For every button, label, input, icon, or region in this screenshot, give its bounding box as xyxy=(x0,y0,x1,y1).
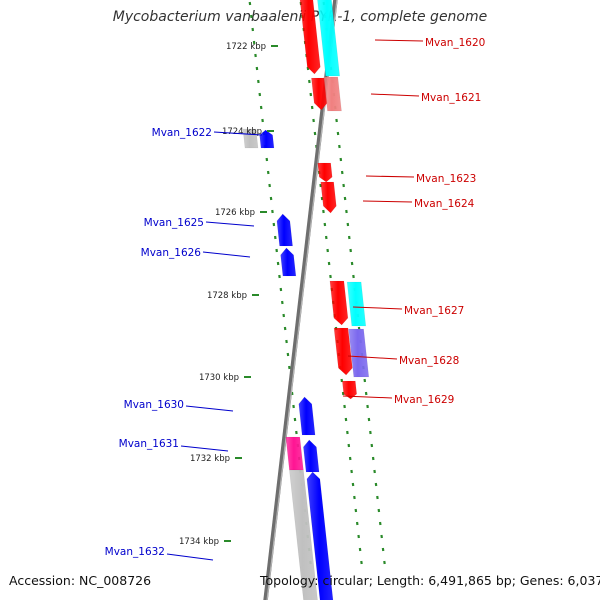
leader-line-mvan-1625 xyxy=(205,221,255,227)
leader-line-mvan-1621 xyxy=(370,93,420,97)
leader-line-mvan-1629 xyxy=(342,395,393,399)
gene-label-mvan-1622: Mvan_1622 xyxy=(152,127,212,139)
genome-summary: Topology: circular; Length: 6,491,865 bp… xyxy=(260,573,600,588)
gene-arrow-mvan-1628 xyxy=(333,327,353,376)
gene-arrow-mvan-1631-shade xyxy=(285,436,304,471)
gene-arrow-mvan-1621-shade xyxy=(323,76,342,112)
ruler-label: 1732 kbp xyxy=(190,454,230,464)
leader-line-mvan-1620 xyxy=(374,39,424,42)
gene-label-mvan-1630: Mvan_1630 xyxy=(124,399,184,411)
leader-line-mvan-1626 xyxy=(202,251,251,258)
gene-arrow-mvan-1621 xyxy=(311,77,328,111)
gene-arrow-mvan-1620 xyxy=(299,0,321,75)
gene-arrow-mvan-1630 xyxy=(298,396,316,436)
gene-label-mvan-1623: Mvan_1623 xyxy=(416,173,476,185)
gene-label-mvan-1625: Mvan_1625 xyxy=(144,217,204,229)
map-title: Mycobacterium vanbaalenii PYR-1, complet… xyxy=(112,9,488,25)
gene-arrow-mvan-1620-cyan xyxy=(317,0,341,77)
gene-arrow-mvan-1628-shade xyxy=(348,328,370,378)
ruler-label: 1726 kbp xyxy=(215,208,255,218)
leader-line-mvan-1631 xyxy=(180,445,229,452)
gene-label-mvan-1632: Mvan_1632 xyxy=(105,546,165,558)
gene-arrow-mvan-1632-gray xyxy=(289,469,318,600)
gene-arrow-mvan-1626 xyxy=(280,247,297,277)
gene-label-mvan-1631: Mvan_1631 xyxy=(119,438,179,450)
gene-label-mvan-1628: Mvan_1628 xyxy=(399,355,459,367)
gene-label-mvan-1620: Mvan_1620 xyxy=(425,37,485,49)
gene-arrow-mvan-1632 xyxy=(306,471,334,600)
leader-line-mvan-1632 xyxy=(166,553,214,561)
gene-arrow-mvan-1627-cyan xyxy=(346,281,367,327)
gene-arrow-mvan-1624 xyxy=(320,181,337,214)
ruler-label: 1734 kbp xyxy=(179,537,219,547)
gene-arrow-mvan-1625 xyxy=(276,213,293,247)
ruler-label: 1730 kbp xyxy=(199,373,239,383)
gene-arrow-mvan-1622 xyxy=(259,129,275,149)
accession-label: Accession: NC_008726 xyxy=(9,573,152,588)
leader-line-mvan-1628 xyxy=(347,355,398,360)
ruler-label: 1728 kbp xyxy=(207,291,247,301)
gene-arrow-mvan-1631 xyxy=(303,439,320,473)
leader-line-mvan-1624 xyxy=(362,200,413,203)
gene-label-mvan-1629: Mvan_1629 xyxy=(394,394,454,406)
gene-arrow-mvan-1627 xyxy=(329,280,349,326)
gene-label-mvan-1627: Mvan_1627 xyxy=(404,305,464,317)
gene-label-mvan-1624: Mvan_1624 xyxy=(414,198,475,210)
ruler-label: 1722 kbp xyxy=(226,42,266,52)
leader-line-mvan-1627 xyxy=(352,306,403,310)
ruler-label: 1724 kbp xyxy=(222,127,262,137)
leader-line-mvan-1622 xyxy=(213,131,263,136)
leader-line-mvan-1623 xyxy=(365,175,415,178)
gene-label-mvan-1626: Mvan_1626 xyxy=(141,247,202,259)
gene-label-mvan-1621: Mvan_1621 xyxy=(421,92,481,104)
leader-line-mvan-1630 xyxy=(185,405,234,412)
gene-arrow-mvan-1623 xyxy=(317,162,333,183)
